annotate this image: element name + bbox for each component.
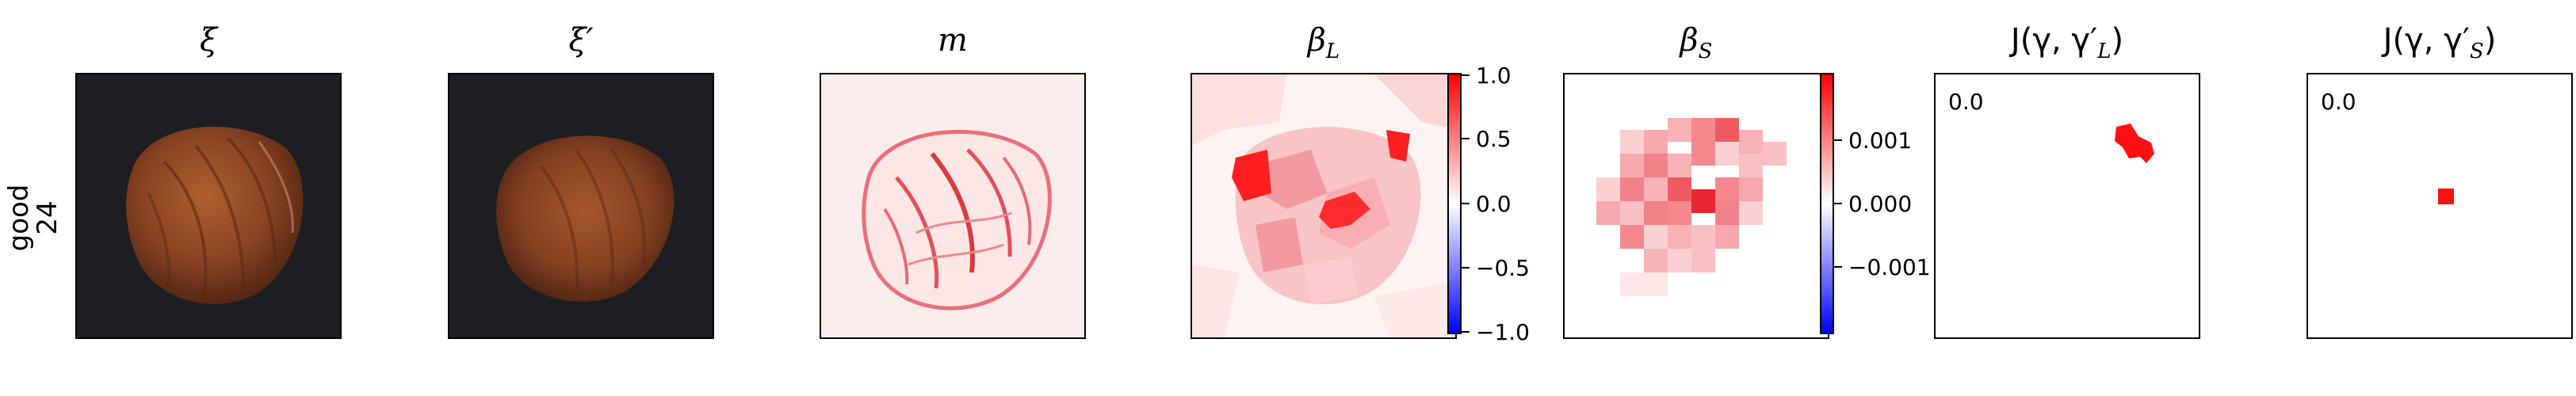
beta-s-tick-label: 0.001 <box>1848 128 1913 154</box>
beta-l-title-main: β <box>1307 22 1326 59</box>
beta-l-colorbar <box>1447 73 1462 334</box>
beta-s-grid-map <box>1565 74 1828 337</box>
hazelnut-reconstruction-image <box>496 135 675 302</box>
row-label-line1: good <box>3 184 35 252</box>
panel-j-s-image: 0.0 <box>2307 73 2573 339</box>
panel-j-s-title: J(γ, γ′S) <box>2307 22 2573 63</box>
beta-l-tick <box>1462 203 1470 204</box>
beta-l-superpixel-map <box>1192 74 1455 337</box>
beta-s-tick-label: 0.000 <box>1848 191 1913 217</box>
j-l-title-prefix: J(γ, γ′ <box>2010 22 2098 59</box>
j-s-title-suffix: ) <box>2483 22 2497 59</box>
panel-j-l-image: 0.0 <box>1934 73 2200 339</box>
beta-l-tick <box>1462 138 1470 139</box>
j-s-title-prefix: J(γ, γ′ <box>2383 22 2470 59</box>
row-label-line2: 24 <box>32 200 63 235</box>
j-s-title-sub: S <box>2469 40 2484 63</box>
j-l-title-suffix: ) <box>2111 22 2124 59</box>
beta-l-tick-label: −0.5 <box>1476 255 1530 281</box>
beta-l-tick-label: 0.0 <box>1476 191 1512 217</box>
mask-heatmap <box>862 129 1052 310</box>
beta-l-tick-label: 0.5 <box>1476 126 1512 152</box>
j-l-value: 0.0 <box>1948 89 1984 115</box>
beta-l-title-sub: L <box>1325 40 1340 63</box>
panel-xi-title: ξ <box>199 22 218 59</box>
row-label: good 24 <box>3 166 63 269</box>
beta-s-tick <box>1834 139 1842 141</box>
beta-s-tick <box>1834 203 1842 204</box>
panel-m-image <box>820 73 1086 339</box>
panel-xi-image <box>75 73 342 339</box>
j-s-value: 0.0 <box>2321 89 2356 115</box>
beta-l-tick-label: 1.0 <box>1476 63 1512 89</box>
beta-l-tick-label: −1.0 <box>1476 319 1530 345</box>
j-l-title-sub: L <box>2097 40 2112 63</box>
j-s-overlap-mask <box>2438 188 2454 204</box>
panel-m-title: m <box>938 22 968 59</box>
panel-beta-l-title: βL <box>1191 22 1457 63</box>
beta-s-tick <box>1834 266 1842 268</box>
hazelnut-image <box>126 127 304 304</box>
beta-s-title-main: β <box>1680 22 1699 59</box>
beta-s-tick-label: −0.001 <box>1848 254 1931 280</box>
beta-s-cells <box>1596 118 1787 296</box>
panel-beta-s-title: βS <box>1563 22 1829 63</box>
panel-beta-s-image <box>1563 73 1829 339</box>
beta-s-colorbar <box>1820 73 1834 334</box>
beta-l-tick <box>1462 331 1470 333</box>
beta-l-tick <box>1462 74 1470 76</box>
panel-j-l-title: J(γ, γ′L) <box>1934 22 2200 63</box>
beta-s-title-sub: S <box>1698 40 1713 63</box>
panel-beta-l-image <box>1191 73 1457 339</box>
j-l-overlap-mask <box>2115 124 2154 163</box>
panel-xi-prime-title: ξ′ <box>568 22 594 59</box>
panel-xi-prime-image <box>448 73 714 339</box>
beta-l-tick <box>1462 267 1470 268</box>
